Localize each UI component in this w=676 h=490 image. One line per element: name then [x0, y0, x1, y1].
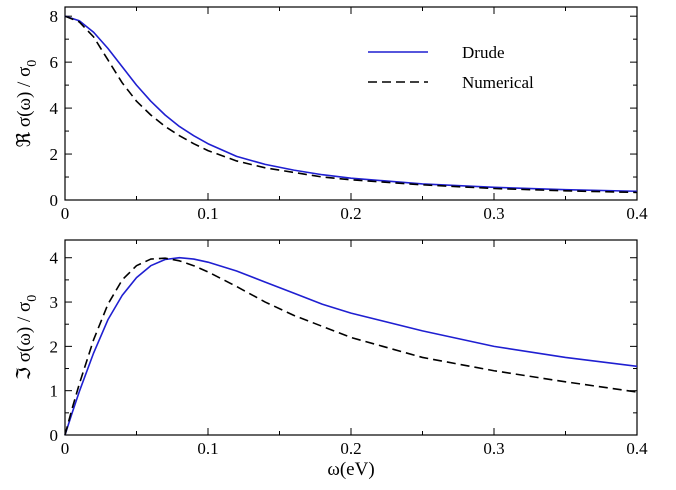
- y-tick-label: 2: [50, 145, 59, 164]
- y-tick-label: 0: [50, 191, 59, 210]
- y-tick-label: 4: [50, 249, 59, 268]
- y-tick-label: 6: [50, 53, 59, 72]
- series-line-drude: [64, 15, 638, 193]
- x-tick-label: 0.4: [626, 439, 648, 458]
- imaginary-part-ticks: [64, 240, 638, 436]
- x-tick-label: 0: [61, 204, 70, 223]
- x-tick-label: 0: [61, 439, 70, 458]
- imaginary-part-tick-labels: 0 0.1 0.2 0.3 0.4 0 1 2 3 4: [50, 249, 649, 458]
- real-part-panel: 0 0.1 0.2 0.3 0.4 0 2 4 6 8 ℜ σ(ω) / σ0 Drude Num…: [14, 6, 649, 223]
- series-line-drude: [64, 256, 638, 436]
- series-line-numerical: [64, 257, 638, 436]
- y-tick-label: 3: [50, 293, 59, 312]
- real-part-tick-labels: 0 0.1 0.2 0.3 0.4 0 2 4 6 8: [50, 7, 649, 223]
- legend-label-drude: Drude: [462, 43, 504, 62]
- real-part-y-axis-label: ℜ σ(ω) / σ0: [14, 60, 40, 148]
- legend: Drude Numerical: [368, 43, 534, 92]
- x-tick-label: 0.2: [340, 439, 361, 458]
- y-tick-label: 0: [50, 426, 59, 445]
- x-tick-label: 0.3: [483, 439, 504, 458]
- x-axis-label: ω(eV): [327, 459, 374, 480]
- imaginary-part-series: [64, 256, 638, 436]
- y-tick-label: 1: [50, 382, 59, 401]
- series-line-numerical: [64, 15, 638, 194]
- legend-label-numerical: Numerical: [462, 73, 534, 92]
- imaginary-part-y-axis-label: ℑ σ(ω) / σ0: [14, 295, 40, 380]
- x-tick-label: 0.4: [626, 204, 648, 223]
- real-part-series: [64, 15, 638, 194]
- x-tick-label: 0.3: [483, 204, 504, 223]
- imaginary-part-plot-frame: [64, 239, 638, 436]
- x-tick-label: 0.1: [197, 204, 218, 223]
- x-tick-label: 0.2: [340, 204, 361, 223]
- y-tick-label: 2: [50, 337, 59, 356]
- real-part-plot-frame: [64, 6, 638, 201]
- y-tick-label: 8: [50, 7, 59, 26]
- real-part-ticks: [64, 7, 638, 201]
- x-tick-label: 0.1: [197, 439, 218, 458]
- y-tick-label: 4: [50, 99, 59, 118]
- imaginary-part-panel: 0 0.1 0.2 0.3 0.4 0 1 2 3 4 ℑ σ(ω) / σ0 ω(eV): [14, 239, 649, 480]
